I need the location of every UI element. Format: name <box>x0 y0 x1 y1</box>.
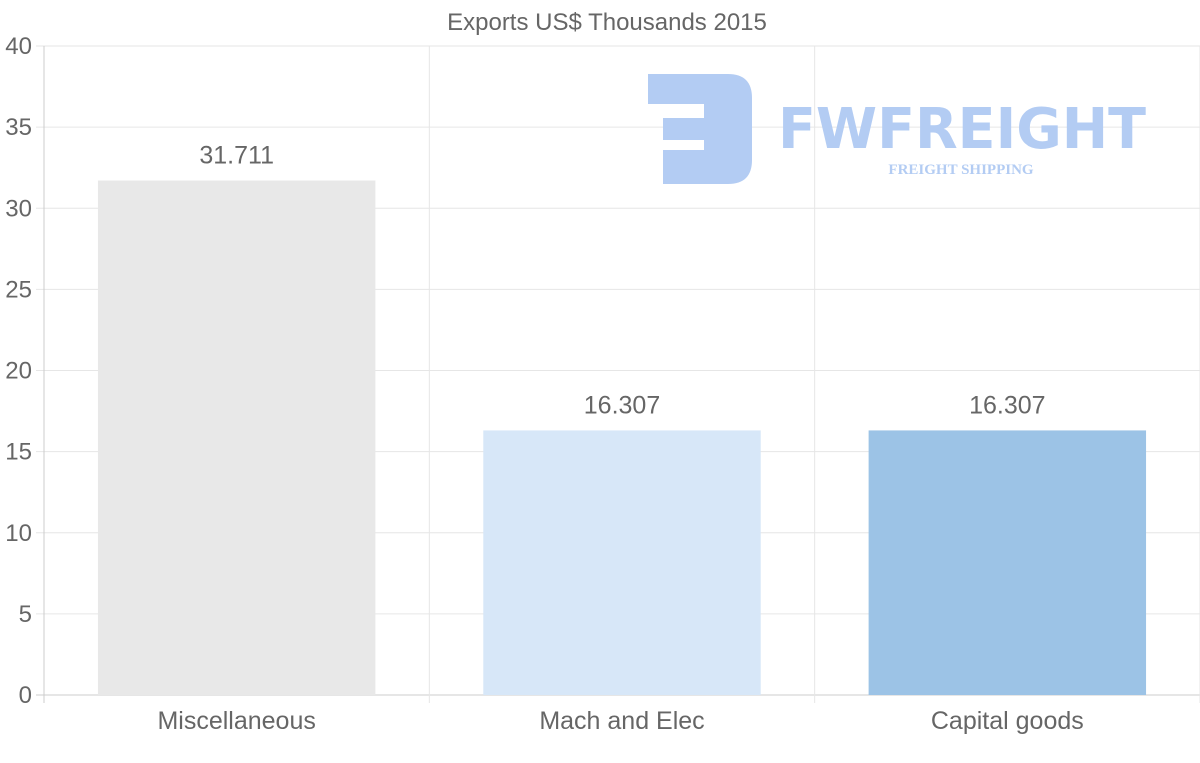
y-tick-label: 15 <box>5 439 32 466</box>
y-tick-label: 20 <box>5 358 32 385</box>
logo-mark-icon <box>648 74 752 184</box>
y-tick-label: 30 <box>5 195 32 222</box>
data-label: 31.711 <box>199 141 274 169</box>
y-tick-label: 40 <box>5 33 32 60</box>
bar-miscellaneous <box>97 180 376 696</box>
x-tick-label: Miscellaneous <box>157 707 315 735</box>
y-tick-label: 10 <box>5 520 32 547</box>
data-label: 16.307 <box>584 391 660 419</box>
logo-tagline: FREIGHT SHIPPING <box>888 162 1033 178</box>
y-tick-label: 25 <box>5 276 32 303</box>
watermark-logo: FWFREIGHT FREIGHT SHIPPING <box>648 74 1146 184</box>
bar-capital-goods <box>868 430 1147 695</box>
y-tick-label: 35 <box>5 114 32 141</box>
x-tick-label: Mach and Elec <box>539 707 704 735</box>
x-tick-label: Capital goods <box>931 707 1084 735</box>
bars <box>97 180 1147 696</box>
chart-title: Exports US$ Thousands 2015 <box>447 9 767 36</box>
data-label: 16.307 <box>969 391 1045 419</box>
y-tick-label: 5 <box>19 601 32 628</box>
logo-brand: FWFREIGHT <box>778 97 1146 162</box>
bar-mach-and-elec <box>483 430 761 695</box>
y-tick-label: 0 <box>19 682 32 709</box>
labels: 0 5 10 15 20 25 30 35 40 31.711 Miscellaneous 16.30… <box>5 33 1083 735</box>
